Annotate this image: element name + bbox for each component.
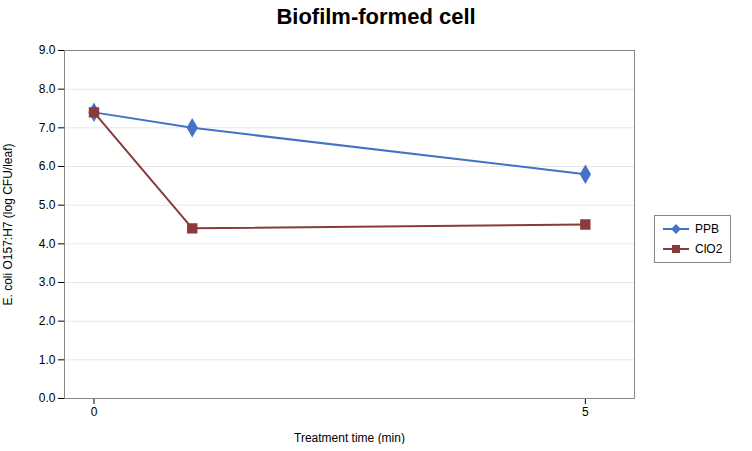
html-text:PPB: PPB bbox=[695, 222, 719, 236]
svg-text:9.0: 9.0 bbox=[39, 43, 56, 57]
svg-text:2.0: 2.0 bbox=[39, 314, 56, 328]
svg-text:0: 0 bbox=[91, 405, 98, 419]
svg-text:4.0: 4.0 bbox=[39, 237, 56, 251]
svg-text:7.0: 7.0 bbox=[39, 121, 56, 135]
svg-text:3.0: 3.0 bbox=[39, 275, 56, 289]
svg-text:1.0: 1.0 bbox=[39, 353, 56, 367]
svg-text:6.0: 6.0 bbox=[39, 159, 56, 173]
svg-text:5.0: 5.0 bbox=[39, 198, 56, 212]
html-text:Biofilm-formed cell: Biofilm-formed cell bbox=[276, 4, 476, 29]
svg-text:5: 5 bbox=[582, 405, 589, 419]
html-text:ClO2: ClO2 bbox=[695, 242, 723, 256]
svg-text:E. coli O157:H7 (log CFU/leaf): E. coli O157:H7 (log CFU/leaf) bbox=[1, 143, 15, 305]
svg-text:0.0: 0.0 bbox=[39, 391, 56, 405]
svg-text:8.0: 8.0 bbox=[39, 82, 56, 96]
svg-text:Treatment time (min): Treatment time (min) bbox=[294, 431, 405, 445]
